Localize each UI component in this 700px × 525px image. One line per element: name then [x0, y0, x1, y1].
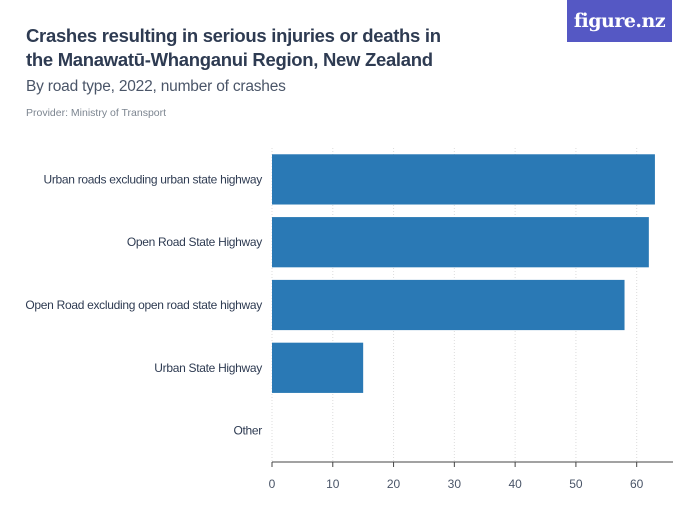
x-tick-label: 10 [326, 477, 340, 491]
category-label: Urban State Highway [154, 361, 262, 375]
x-axis: 0 10 20 30 40 50 60 [269, 461, 673, 491]
x-tick-label: 50 [569, 477, 583, 491]
x-tick-label: 30 [448, 477, 462, 491]
bar [272, 342, 364, 393]
category-label: Open Road excluding open road state high… [25, 298, 262, 312]
x-tick-label: 20 [387, 477, 401, 491]
logo-text: figure.nz [573, 10, 666, 32]
chart-title: Crashes resulting in serious injuries or… [26, 25, 441, 70]
category-label: Other [233, 424, 262, 438]
bars [272, 154, 655, 393]
data-provider: Provider: Ministry of Transport [26, 107, 167, 119]
figure-nz-logo[interactable]: figure.nz [567, 0, 672, 42]
chart-subtitle: By road type, 2022, number of crashes [26, 78, 286, 95]
category-label: Open Road State Highway [127, 235, 262, 249]
bar [272, 154, 655, 205]
x-tick-label: 0 [269, 477, 276, 491]
x-tick-label: 60 [630, 477, 644, 491]
x-tick-label: 40 [508, 477, 522, 491]
bar [272, 217, 649, 268]
bar [272, 279, 625, 331]
category-label: Urban roads excluding urban state highwa… [43, 172, 262, 186]
category-labels: Urban roads excluding urban state highwa… [25, 172, 262, 437]
